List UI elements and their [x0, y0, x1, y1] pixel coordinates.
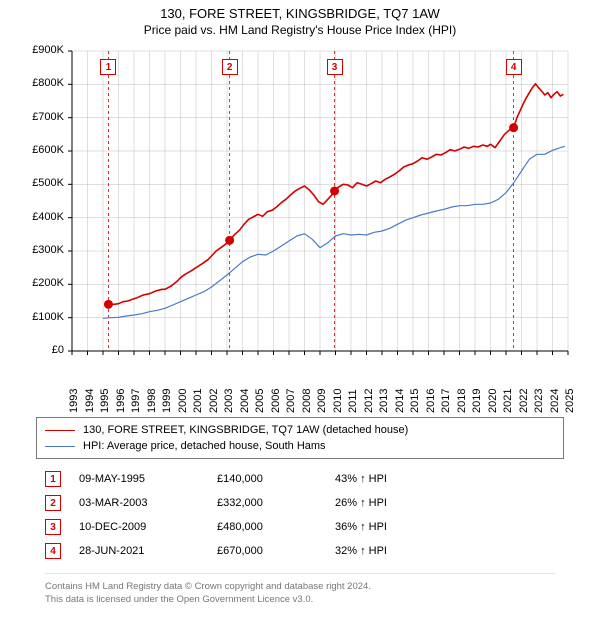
chart-svg — [20, 41, 580, 411]
event-price: £480,000 — [217, 521, 317, 533]
legend-label: 130, FORE STREET, KINGSBRIDGE, TQ7 1AW (… — [83, 422, 408, 438]
page-title: 130, FORE STREET, KINGSBRIDGE, TQ7 1AW — [0, 0, 600, 21]
event-marker-3: 3 — [327, 59, 343, 75]
page-subtitle: Price paid vs. HM Land Registry's House … — [0, 23, 600, 37]
event-row-marker: 3 — [45, 519, 61, 535]
legend-swatch-price-paid — [45, 430, 75, 431]
event-delta: 36% ↑ HPI — [335, 521, 455, 533]
event-delta: 43% ↑ HPI — [335, 473, 455, 485]
legend-item-hpi: HPI: Average price, detached house, Sout… — [45, 438, 555, 454]
event-date: 03-MAR-2003 — [79, 497, 199, 509]
footer-line: Contains HM Land Registry data © Crown c… — [45, 580, 555, 593]
event-date: 09-MAY-1995 — [79, 473, 199, 485]
event-marker-1: 1 — [100, 59, 116, 75]
event-row: 1 09-MAY-1995 £140,000 43% ↑ HPI — [45, 467, 555, 491]
footer-line: This data is licensed under the Open Gov… — [45, 593, 555, 606]
event-row: 3 10-DEC-2009 £480,000 36% ↑ HPI — [45, 515, 555, 539]
event-price: £332,000 — [217, 497, 317, 509]
event-row-marker: 1 — [45, 471, 61, 487]
event-row: 2 03-MAR-2003 £332,000 26% ↑ HPI — [45, 491, 555, 515]
event-marker-4: 4 — [506, 59, 522, 75]
event-date: 10-DEC-2009 — [79, 521, 199, 533]
event-price: £670,000 — [217, 545, 317, 557]
event-date: 28-JUN-2021 — [79, 545, 199, 557]
event-row-marker: 2 — [45, 495, 61, 511]
event-delta: 26% ↑ HPI — [335, 497, 455, 509]
event-marker-2: 2 — [222, 59, 238, 75]
event-row: 4 28-JUN-2021 £670,000 32% ↑ HPI — [45, 539, 555, 563]
event-price: £140,000 — [217, 473, 317, 485]
legend: 130, FORE STREET, KINGSBRIDGE, TQ7 1AW (… — [36, 417, 564, 459]
footer: Contains HM Land Registry data © Crown c… — [45, 573, 555, 606]
legend-swatch-hpi — [45, 446, 75, 447]
event-row-marker: 4 — [45, 543, 61, 559]
legend-label: HPI: Average price, detached house, Sout… — [83, 438, 326, 454]
event-delta: 32% ↑ HPI — [335, 545, 455, 557]
price-chart: £0£100K£200K£300K£400K£500K£600K£700K£80… — [20, 41, 580, 411]
events-table: 1 09-MAY-1995 £140,000 43% ↑ HPI 2 03-MAR-200… — [45, 467, 555, 563]
legend-item-price-paid: 130, FORE STREET, KINGSBRIDGE, TQ7 1AW (… — [45, 422, 555, 438]
